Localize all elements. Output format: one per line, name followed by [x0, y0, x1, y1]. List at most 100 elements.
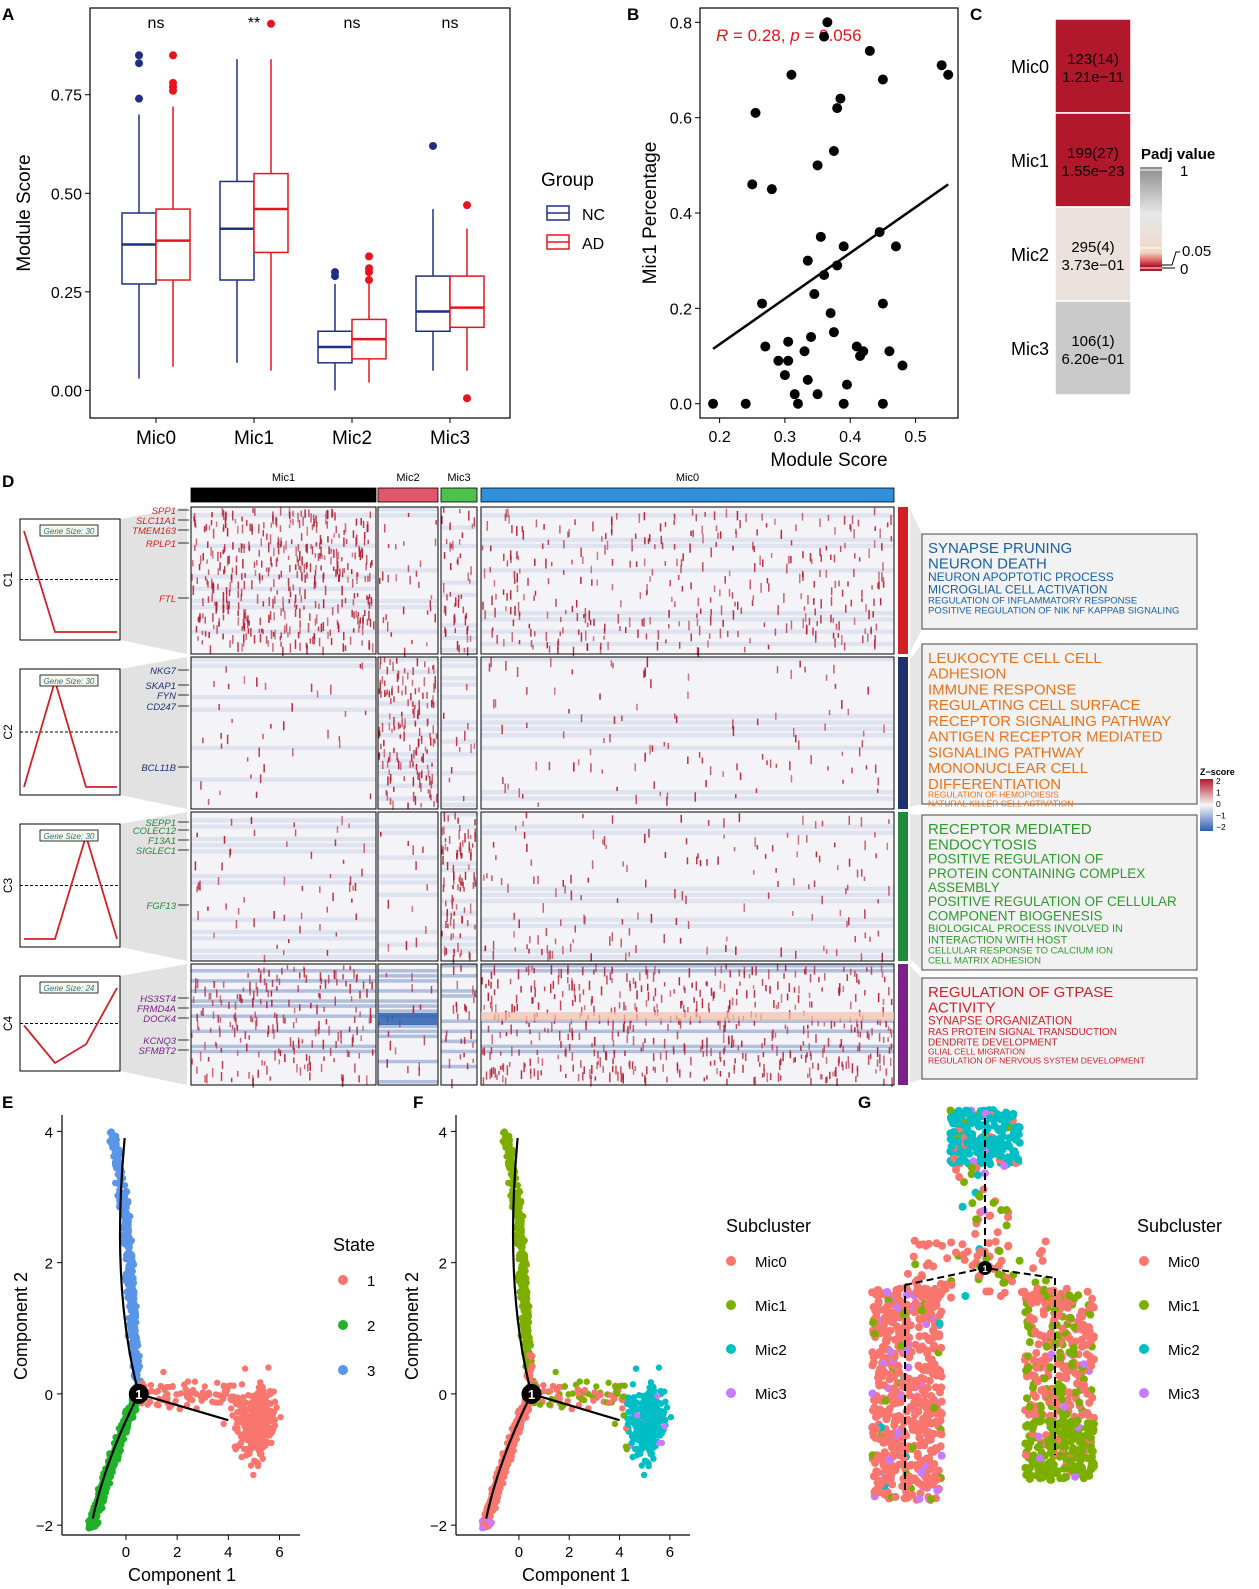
- panel-d-heat-cell: [864, 989, 866, 996]
- panel-d-heat-cell: [412, 761, 414, 768]
- panel-e-cell-point: [247, 1462, 255, 1469]
- panel-d-heat-cell: [861, 597, 863, 602]
- panel-d-heat-cell: [411, 906, 414, 913]
- panel-d-heat-cell: [789, 761, 791, 771]
- panel-d-heat-cell: [218, 618, 220, 627]
- panel-b-point: [884, 346, 895, 357]
- panel-d-heat-cell: [856, 1046, 859, 1052]
- panel-d-heat-cell: [534, 590, 537, 596]
- panel-d-heat-cell: [603, 738, 605, 744]
- panel-d-heat-cell: [270, 556, 272, 561]
- panel-d-go-term: REGULATING CELL SURFACE: [928, 697, 1141, 714]
- panel-d-heat-cell: [589, 748, 592, 756]
- panel-d-heat-cell: [464, 833, 466, 843]
- panel-d-heat-cell: [400, 762, 402, 771]
- panel-d-heat-cell: [714, 967, 717, 976]
- panel-d-heat-cell: [414, 795, 417, 805]
- panel-d-block-frame: [440, 656, 478, 810]
- panel-d-heat-cell: [349, 983, 351, 994]
- panel-d-heat-cell: [820, 599, 822, 609]
- panel-d-stripe: [191, 929, 376, 935]
- panel-d-heat-cell: [297, 559, 300, 567]
- panel-d-stripe: [481, 1044, 894, 1049]
- panel-d-heat-cell: [355, 913, 358, 920]
- panel-d-heat-cell: [272, 598, 274, 609]
- panel-d-heat-cell: [644, 667, 646, 677]
- panel-d-heat-cell: [666, 792, 669, 799]
- panel-d-heat-cell: [593, 1049, 596, 1057]
- panel-d-stripe: [378, 507, 438, 512]
- panel-d-heat-cell: [345, 980, 347, 987]
- panel-d-heat-cell: [217, 876, 220, 886]
- panel-d-heat-cell: [588, 980, 591, 991]
- panel-d-gene-label: FTL: [159, 594, 176, 605]
- panel-d-heat-cell: [248, 541, 250, 551]
- panel-d-heat-cell: [355, 1007, 357, 1013]
- panel-d-heat-cell: [287, 939, 290, 944]
- panel-d-heat-cell: [359, 550, 362, 561]
- panel-d-heat-cell: [230, 1077, 233, 1083]
- panel-d-heat-cell: [797, 834, 800, 845]
- panel-d-heat-cell: [202, 1007, 204, 1017]
- panel-d-heat-cell: [483, 874, 485, 881]
- panel-d-heat-cell: [387, 1031, 390, 1037]
- panel-d-heat-cell: [678, 1018, 680, 1025]
- panel-d-heat-cell: [429, 776, 431, 786]
- panel-d-heat-cell: [568, 983, 571, 991]
- panel-d-heat-cell: [201, 640, 204, 645]
- panel-d-heat-cell: [294, 608, 297, 617]
- panel-e-cell-point: [241, 1422, 248, 1430]
- panel-a-significance: ns: [344, 15, 361, 32]
- panel-d-heat-cell: [660, 994, 663, 1003]
- panel-d-heat-cell: [305, 1054, 308, 1061]
- panel-d-heat-cell: [328, 547, 331, 554]
- panel-a-box: [121, 212, 157, 285]
- panel-d-heat-cell: [722, 619, 724, 627]
- panel-d-go-term: POSITIVE REGULATION OF: [928, 852, 1103, 867]
- panel-d-go-term: ANTIGEN RECEPTOR MEDIATED: [928, 729, 1163, 746]
- panel-d-heat-cell: [525, 967, 528, 972]
- panel-d-heat-cell: [593, 618, 595, 626]
- panel-d-heat-cell: [344, 597, 347, 604]
- panel-d-heat-cell: [421, 769, 423, 779]
- panel-d-heat-cell: [886, 522, 889, 528]
- panel-d-heat-cell: [231, 718, 233, 723]
- panel-d-heat-cell: [777, 880, 779, 888]
- panel-d-heat-cell: [468, 846, 471, 853]
- panel-d-heat-cell: [506, 593, 508, 601]
- panel-d-heat-cell: [786, 993, 789, 1001]
- panel-a-outlier: [365, 252, 373, 261]
- panel-d-heat-cell: [383, 689, 386, 697]
- panel-d-heat-cell: [492, 950, 495, 960]
- panel-d-gene-label: FYN: [157, 691, 176, 702]
- panel-d-heat-cell: [362, 617, 364, 622]
- panel-d-heat-cell: [434, 538, 437, 547]
- panel-b-point: [864, 45, 875, 56]
- panel-d-heat-cell: [517, 602, 520, 612]
- panel-d-heat-cell: [234, 518, 237, 524]
- panel-d-heat-cell: [237, 590, 239, 598]
- panel-d-heat-cell: [222, 549, 225, 555]
- panel-d-heat-cell: [715, 525, 718, 532]
- panel-d-heat-cell: [229, 1021, 232, 1028]
- panel-d-heat-cell: [459, 824, 461, 832]
- panel-d-heat-cell: [736, 763, 738, 771]
- panel-e-ytick-label: 2: [45, 1256, 53, 1273]
- panel-d-stripe: [378, 989, 438, 993]
- panel-d-heat-cell: [719, 1020, 721, 1030]
- panel-d-heat-cell: [690, 633, 693, 642]
- panel-e-cell-point: [256, 1396, 263, 1403]
- panel-d-heat-cell: [230, 574, 233, 581]
- panel-d-heat-cell: [517, 555, 520, 561]
- panel-d-heat-cell: [340, 1030, 342, 1040]
- panel-d-heat-cell: [387, 574, 389, 583]
- panel-d-heat-cell: [419, 560, 422, 568]
- panel-d-heat-cell: [347, 576, 349, 583]
- panel-d-heat-cell: [697, 647, 700, 657]
- panel-d-go-term: ENDOCYTOSIS: [928, 837, 1037, 854]
- panel-d-heat-cell: [263, 1061, 266, 1066]
- panel-d-heat-cell: [474, 832, 476, 842]
- panel-d-heat-cell: [459, 887, 462, 892]
- panel-d-heat-cell: [592, 829, 595, 840]
- panel-d-stripe: [441, 739, 477, 744]
